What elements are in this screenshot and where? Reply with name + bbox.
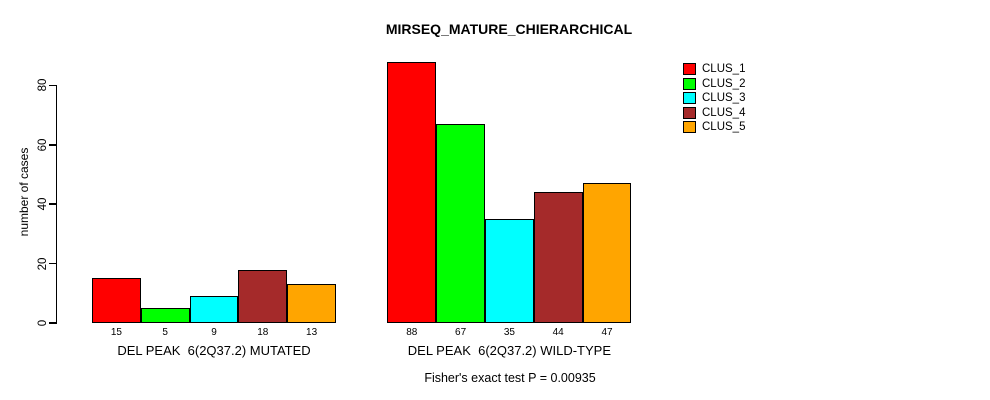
y-axis-tick-label: 20 (37, 257, 49, 270)
legend-label: CLUS_4 (702, 106, 746, 119)
bar-value-label: 18 (257, 327, 269, 338)
y-axis-tick-label: 80 (37, 78, 49, 92)
bar-value-label: 44 (552, 327, 564, 338)
bar-value-label: 5 (162, 327, 168, 338)
bar-clus_2-group1 (140, 308, 190, 323)
bar-clus_2-group2 (436, 124, 485, 323)
x-group-label-2: DEL PEAK 6(2Q37.2) WILD-TYPE (407, 343, 612, 358)
y-axis-title: number of cases (17, 147, 31, 237)
y-axis-tick (48, 84, 56, 87)
legend-swatch-clus_5 (683, 121, 696, 134)
bar-value-label: 47 (601, 327, 613, 338)
legend-item-clus_2: CLUS_2 (683, 77, 745, 92)
y-axis-tick (48, 144, 56, 146)
legend-label: CLUS_2 (702, 77, 746, 90)
legend-item-clus_4: CLUS_4 (683, 106, 745, 121)
legend-label: CLUS_5 (702, 121, 746, 134)
legend-swatch-clus_1 (683, 63, 696, 76)
bar-clus_1-group2 (387, 61, 437, 323)
bar-value-label: 13 (306, 327, 318, 338)
bar-clus_4-group1 (238, 269, 288, 323)
bar-clus_5-group2 (582, 183, 632, 323)
y-axis-tick (48, 262, 56, 265)
bar-value-label: 35 (503, 327, 515, 338)
legend-item-clus_3: CLUS_3 (683, 91, 745, 106)
legend-item-clus_1: CLUS_1 (683, 62, 745, 77)
legend: CLUS_1 CLUS_2 CLUS_3 CLUS_4 CLUS_5 (683, 62, 745, 135)
bar-value-label: 67 (455, 327, 467, 338)
legend-label: CLUS_1 (702, 63, 746, 76)
y-axis-tick (48, 203, 56, 205)
annotation-fisher-test: Fisher's exact test P = 0.00935 (424, 371, 596, 385)
x-group-label-1: DEL PEAK 6(2Q37.2) MUTATED (117, 343, 311, 358)
y-axis-tick-label: 40 (37, 197, 49, 211)
y-axis-tick-label: 0 (37, 319, 49, 327)
bar-clus_1-group1 (92, 278, 141, 323)
y-axis-tick-label: 60 (37, 138, 49, 152)
legend-swatch-clus_2 (683, 77, 696, 90)
legend-swatch-clus_4 (683, 106, 696, 119)
bar-clus_5-group1 (287, 284, 336, 323)
y-axis-line (55, 85, 57, 325)
bar-clus_3-group1 (189, 296, 239, 323)
legend-item-clus_5: CLUS_5 (683, 120, 745, 135)
bar-value-label: 15 (110, 327, 122, 338)
y-axis-tick (48, 322, 56, 324)
bar-clus_4-group2 (533, 192, 583, 323)
chart-title: MIRSEQ_MATURE_CHIERARCHICAL (385, 21, 633, 37)
bar-clus_3-group2 (485, 219, 534, 323)
bar-value-label: 88 (406, 327, 418, 338)
legend-swatch-clus_3 (683, 92, 696, 105)
legend-label: CLUS_3 (702, 92, 746, 105)
bar-value-label: 9 (211, 327, 217, 338)
